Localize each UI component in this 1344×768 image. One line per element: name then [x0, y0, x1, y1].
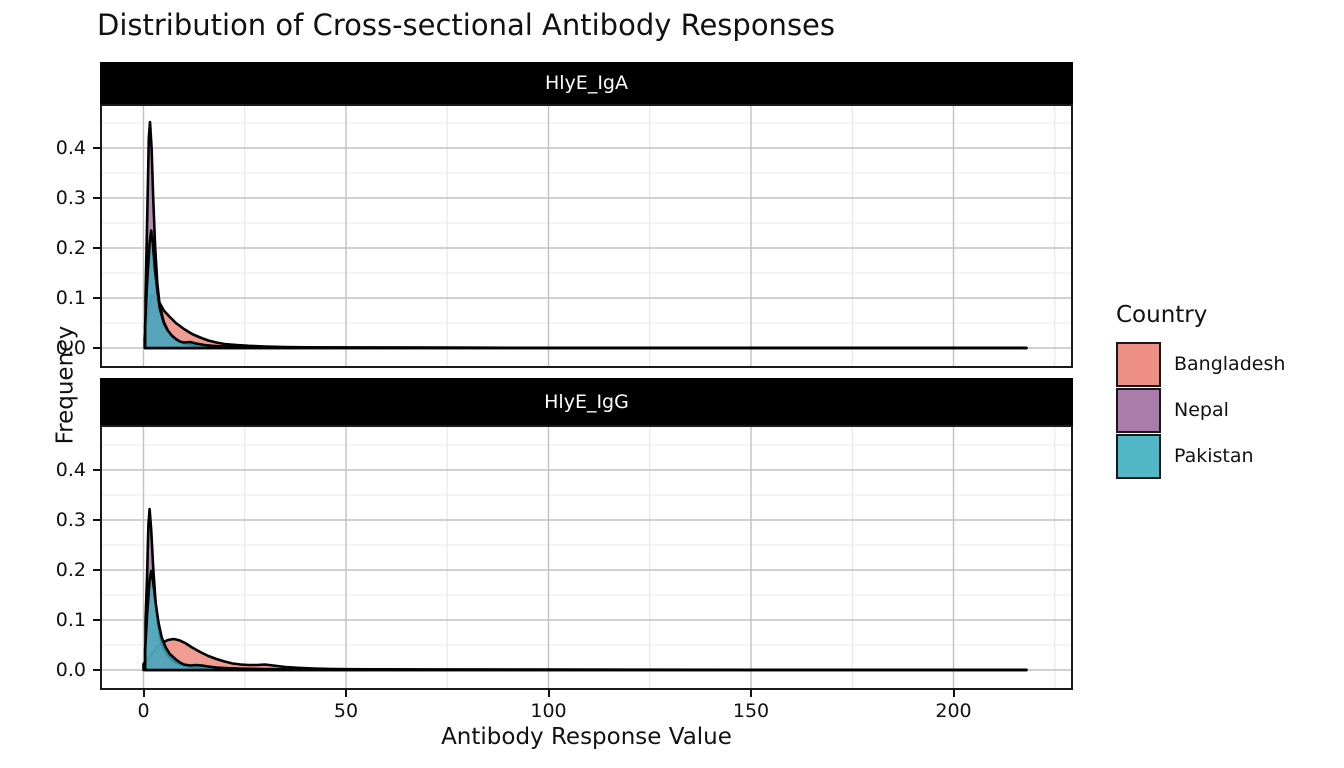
legend-title: Country	[1116, 302, 1208, 328]
y-tick-label: 0.0	[55, 337, 86, 359]
legend-item-bangladesh: Bangladesh	[1116, 341, 1340, 387]
legend-key-swatch	[1116, 387, 1161, 433]
legend: Country Bangladesh Nepal Pakistan	[1100, 302, 1340, 480]
panel-hlye-iga	[100, 104, 1073, 368]
y-tick-label: 0.3	[55, 187, 86, 209]
panel-hlye-igg	[100, 425, 1073, 690]
x-tick-mark	[750, 690, 752, 697]
x-tick-label: 150	[732, 700, 770, 722]
density-curve-bangladesh	[142, 637, 1028, 672]
panel-border	[100, 104, 1073, 368]
x-tick-label: 0	[137, 700, 150, 722]
y-tick-mark	[93, 669, 100, 671]
x-tick-mark	[952, 690, 955, 697]
y-tick-label: 0.1	[55, 609, 86, 631]
density-curve-nepal	[144, 120, 1028, 350]
legend-key-swatch	[1116, 341, 1161, 387]
y-tick-label: 0.3	[55, 509, 86, 531]
y-tick-mark	[93, 569, 100, 571]
facet-strip-hlye-igg: HlyE_IgG	[100, 378, 1073, 425]
density-curve-nepal	[144, 507, 1028, 672]
legend-items: Bangladesh Nepal Pakistan	[1100, 341, 1340, 479]
legend-label: Bangladesh	[1174, 353, 1286, 375]
x-axis-title: Antibody Response Value	[441, 724, 732, 750]
x-tick-label: 200	[935, 700, 972, 722]
y-tick-mark	[93, 247, 100, 249]
y-tick-label: 0.1	[55, 287, 86, 309]
facet-strip-label: HlyE_IgA	[545, 72, 628, 94]
x-tick-mark	[345, 690, 347, 697]
legend-key-swatch	[1116, 433, 1161, 479]
density-plot-hlye_iga	[100, 104, 1073, 368]
y-tick-mark	[93, 347, 100, 349]
legend-label: Pakistan	[1174, 445, 1254, 467]
y-tick-label: 0.0	[55, 659, 86, 681]
y-tick-label: 0.2	[55, 237, 86, 259]
x-tick-mark	[547, 690, 550, 697]
density-curve-pakistan	[143, 569, 1028, 672]
y-tick-label: 0.4	[55, 137, 86, 159]
y-tick-label: 0.4	[55, 459, 86, 481]
chart-title: Distribution of Cross-sectional Antibody…	[97, 8, 835, 42]
density-curve-pakistan	[143, 229, 1028, 350]
legend-label: Nepal	[1174, 399, 1229, 421]
legend-item-nepal: Nepal	[1116, 387, 1340, 433]
y-tick-mark	[93, 197, 100, 199]
y-tick-mark	[93, 619, 100, 621]
y-tick-mark	[93, 147, 100, 149]
facet-strip-hlye-iga: HlyE_IgA	[100, 62, 1073, 104]
density-curve-bangladesh	[143, 294, 1028, 350]
y-tick-mark	[93, 297, 100, 299]
facet-strip-label: HlyE_IgG	[544, 390, 629, 413]
legend-item-pakistan: Pakistan	[1116, 433, 1340, 479]
y-tick-mark	[93, 519, 100, 521]
density-plot-hlye_igg	[100, 425, 1073, 690]
x-tick-label: 100	[530, 700, 567, 722]
x-tick-label: 50	[333, 700, 359, 722]
y-tick-mark	[93, 469, 100, 471]
x-tick-mark	[142, 690, 145, 697]
panel-border	[100, 425, 1073, 690]
y-tick-label: 0.2	[55, 559, 86, 581]
